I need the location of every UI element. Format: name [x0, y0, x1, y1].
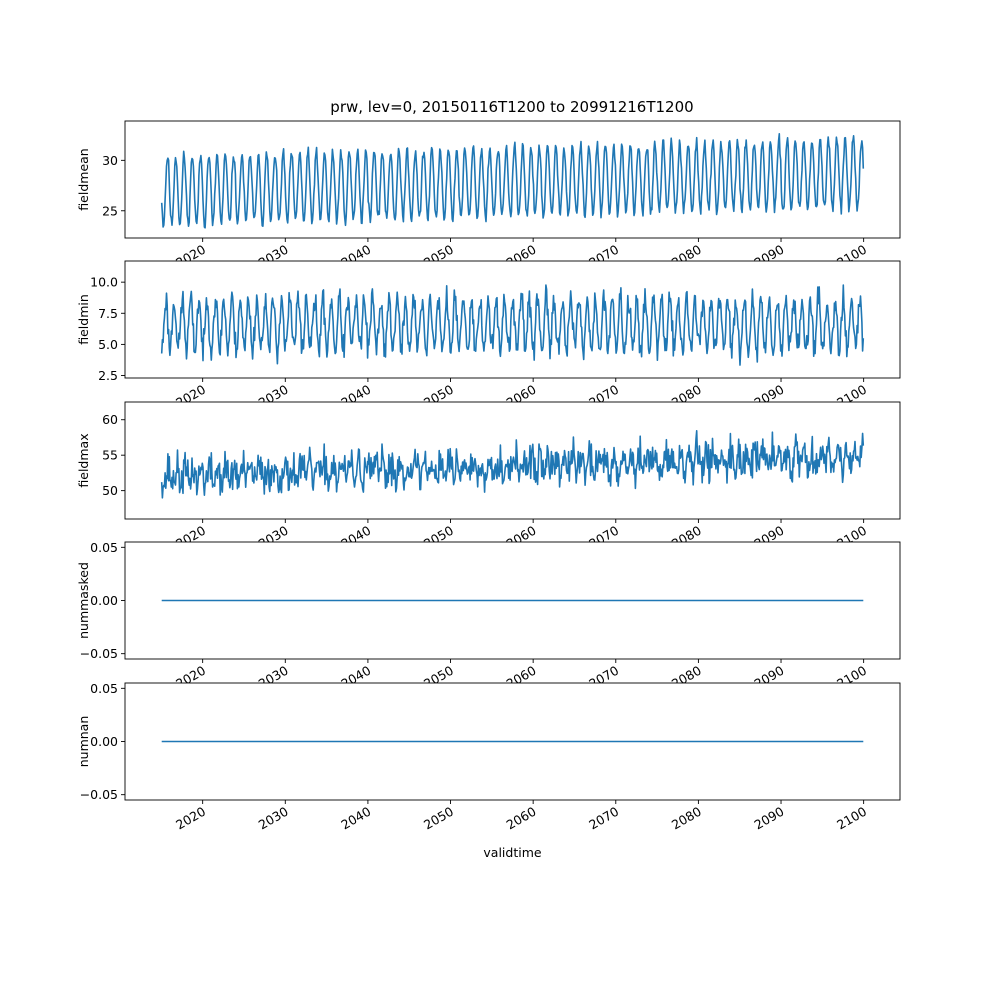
xtick-label: 2100 [834, 804, 869, 833]
xtick-label: 2060 [504, 804, 539, 833]
xlabel: validtime [483, 845, 541, 860]
ytick-label: −0.05 [80, 787, 118, 802]
subplot-numnan: −0.05 0.00 0.05 2020 2030 2040 2050 2060 2070 208… [76, 681, 901, 860]
ytick-label: 25 [102, 203, 118, 218]
axes-frame [124, 260, 901, 379]
ytick-label: 5.0 [98, 337, 118, 352]
xtick-label: 2050 [421, 804, 456, 833]
ytick-label: 55 [102, 448, 118, 463]
ytick-label: −0.05 [80, 646, 118, 661]
figure-title: prw, lev=0, 20150116T1200 to 20991216T12… [330, 98, 693, 116]
ylabel-fieldmean: fieldmean [76, 148, 91, 210]
xtick-label: 2080 [669, 804, 704, 833]
series-line-fieldmax [160, 429, 865, 499]
ytick-label: 0.05 [90, 540, 118, 555]
xtick-label: 2070 [586, 804, 621, 833]
ytick-label: 30 [102, 153, 118, 168]
ytick-label: 0.00 [90, 593, 118, 608]
ytick-label: 0.05 [90, 681, 118, 696]
ytick-label: 10.0 [90, 275, 118, 290]
xtick-label: 2090 [751, 804, 786, 833]
xtick-label: 2030 [256, 804, 291, 833]
ylabel-numnan: numnan [76, 716, 91, 768]
xtick-label: 2020 [173, 804, 208, 833]
series-line-fieldmean [160, 133, 865, 229]
xtick-label: 2040 [338, 804, 373, 833]
ytick-label: 50 [102, 483, 118, 498]
ytick-label: 60 [102, 412, 118, 427]
ylabel-fieldmin: fieldmin [76, 294, 91, 345]
series-line-fieldmin [160, 284, 865, 366]
ytick-label: 0.00 [90, 734, 118, 749]
axes-frame [124, 120, 901, 239]
ylabel-fieldmax: fieldmax [76, 433, 91, 487]
axes-frame [124, 401, 901, 520]
subplots: 25 30 2020 2030 2040 2050 2060 2070 2080 2090 2100… [76, 120, 901, 860]
ytick-label: 2.5 [98, 368, 118, 383]
ylabel-nummasked: nummasked [76, 562, 91, 639]
ytick-label: 7.5 [98, 306, 118, 321]
